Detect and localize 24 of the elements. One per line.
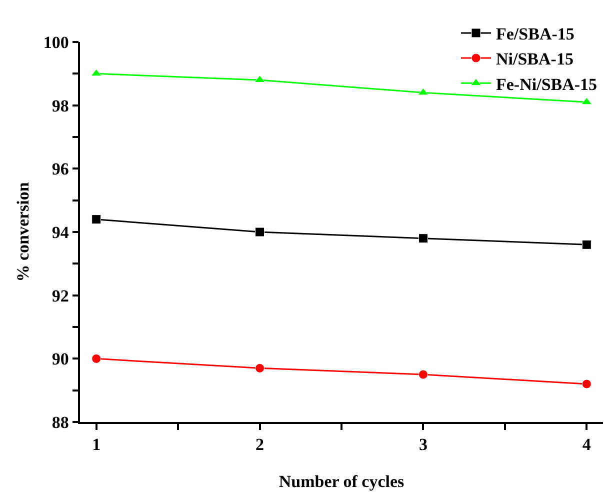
x-tick-label: 1 [92, 435, 101, 454]
legend-label: Fe/SBA-15 [496, 24, 574, 44]
legend-label: Fe-Ni/SBA-15 [496, 74, 598, 94]
point [582, 379, 592, 389]
point [418, 234, 428, 244]
y-tick-label: 96 [52, 160, 69, 179]
x-tick-label: 4 [582, 435, 592, 454]
point [582, 240, 592, 250]
point [255, 227, 265, 237]
point [418, 370, 428, 380]
point [255, 363, 265, 373]
x-axis-title: Number of cycles [278, 472, 405, 492]
y-tick-label: 100 [43, 32, 69, 52]
x-tick-label: 3 [418, 435, 428, 454]
y-tick-label: 94 [52, 222, 70, 242]
y-tick-label: 92 [52, 286, 69, 306]
y-tick-label: 98 [52, 96, 69, 116]
point [92, 354, 102, 364]
y-tick-label: 90 [52, 350, 69, 369]
point [92, 214, 102, 224]
legend-label: Ni/SBA-15 [496, 50, 574, 69]
y-axis-title: % conversion [13, 182, 32, 282]
y-tick-label: 88 [52, 412, 69, 432]
x-tick-label: 2 [256, 435, 264, 454]
